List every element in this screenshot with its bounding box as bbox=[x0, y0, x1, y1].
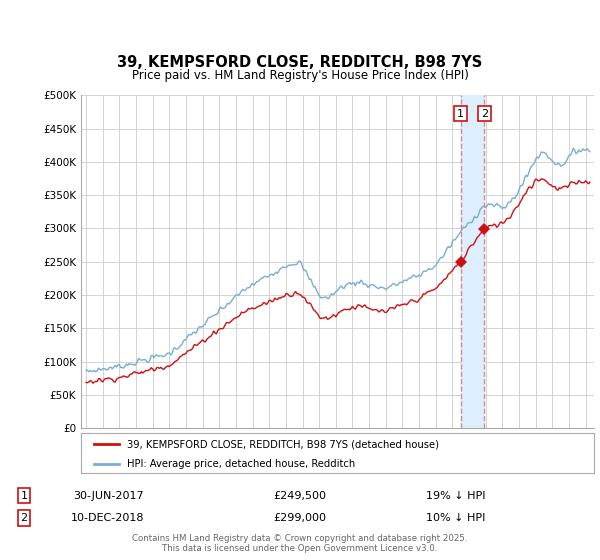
Text: £299,000: £299,000 bbox=[274, 513, 326, 523]
Text: 39, KEMPSFORD CLOSE, REDDITCH, B98 7YS (detached house): 39, KEMPSFORD CLOSE, REDDITCH, B98 7YS (… bbox=[127, 439, 439, 449]
Text: 10-DEC-2018: 10-DEC-2018 bbox=[71, 513, 145, 523]
Text: 19% ↓ HPI: 19% ↓ HPI bbox=[426, 491, 486, 501]
Text: 1: 1 bbox=[457, 109, 464, 119]
Text: 1: 1 bbox=[20, 491, 28, 501]
Text: Contains HM Land Registry data © Crown copyright and database right 2025.
This d: Contains HM Land Registry data © Crown c… bbox=[132, 534, 468, 553]
Bar bbox=[461, 95, 484, 428]
Text: 30-JUN-2017: 30-JUN-2017 bbox=[73, 491, 143, 501]
Text: HPI: Average price, detached house, Redditch: HPI: Average price, detached house, Redd… bbox=[127, 459, 355, 469]
Text: 39, KEMPSFORD CLOSE, REDDITCH, B98 7YS: 39, KEMPSFORD CLOSE, REDDITCH, B98 7YS bbox=[118, 55, 482, 70]
Text: 2: 2 bbox=[20, 513, 28, 523]
Text: 2: 2 bbox=[481, 109, 488, 119]
Text: 10% ↓ HPI: 10% ↓ HPI bbox=[427, 513, 485, 523]
Text: £249,500: £249,500 bbox=[274, 491, 326, 501]
Text: Price paid vs. HM Land Registry's House Price Index (HPI): Price paid vs. HM Land Registry's House … bbox=[131, 69, 469, 82]
